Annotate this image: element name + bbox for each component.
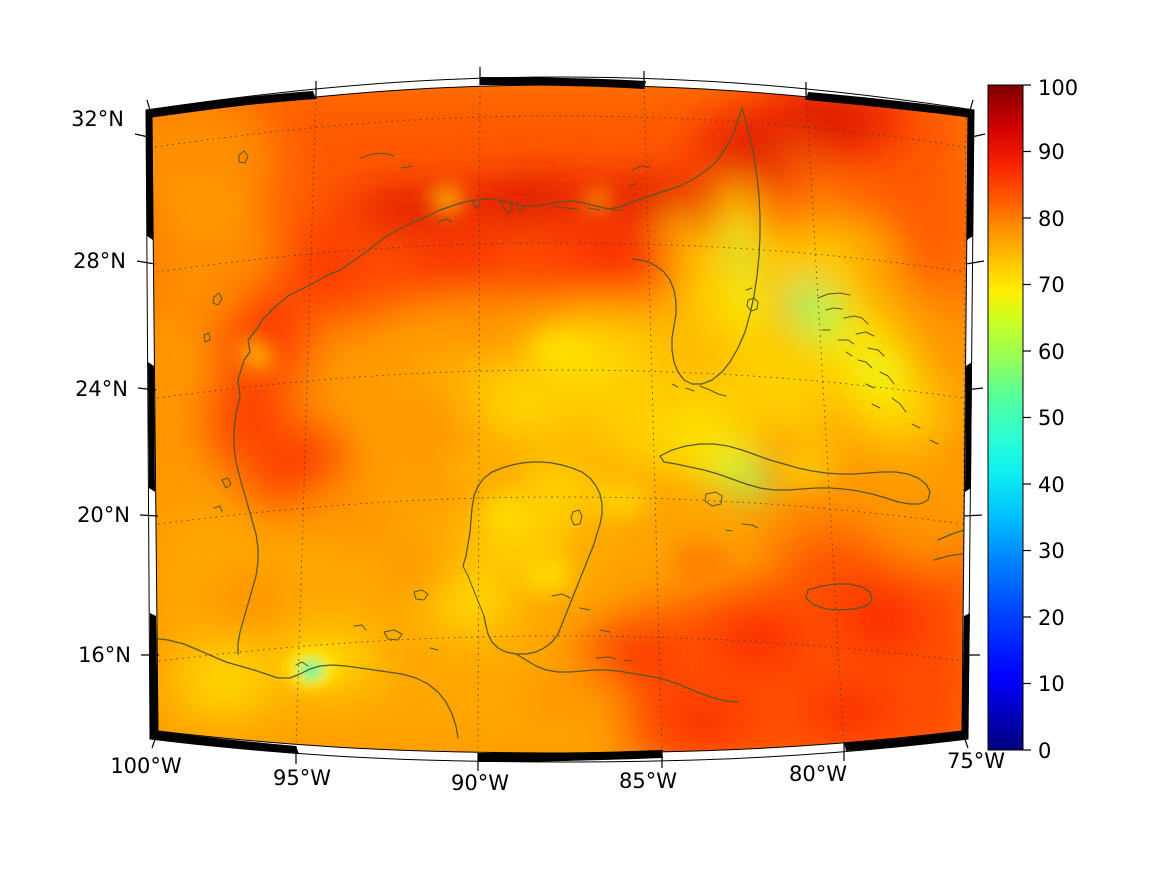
y-tick-label: 16°N	[78, 643, 131, 667]
colorbar-tick-label: 60	[1038, 340, 1065, 364]
colorbar-tick-label: 100	[1038, 76, 1078, 100]
colorbar-tick-label: 90	[1038, 140, 1065, 164]
colorbar[interactable]: 0 10 20 30 40 50 60 70 80 90 100	[987, 76, 1078, 763]
colorbar-tick-label: 40	[1038, 473, 1065, 497]
colorbar-tick-label: 30	[1038, 539, 1065, 563]
heatmap-field	[152, 85, 968, 753]
x-tick-label: 75°W	[947, 749, 1005, 773]
x-tick-label: 100°W	[110, 754, 182, 778]
y-tick-label: 28°N	[73, 249, 126, 273]
x-tick-label: 95°W	[273, 766, 331, 790]
colorbar-tick-label: 70	[1038, 273, 1065, 297]
colorbar-tick-label: 50	[1038, 406, 1065, 430]
x-tick-label: 80°W	[789, 762, 847, 786]
y-axis-tick-labels: 32°N 28°N 24°N 20°N 16°N	[71, 107, 131, 667]
y-tick-label: 20°N	[77, 503, 130, 527]
colorbar-tick-label: 0	[1038, 739, 1051, 763]
x-tick-marks	[146, 67, 974, 771]
y-tick-marks	[134, 133, 986, 656]
x-axis-tick-labels: 100°W 95°W 90°W 85°W 80°W 75°W	[110, 749, 1005, 795]
map-frame	[134, 67, 986, 771]
x-tick-label: 85°W	[619, 769, 677, 793]
colorbar-tick-label: 20	[1038, 606, 1065, 630]
y-tick-label: 24°N	[75, 377, 128, 401]
colorbar-tick-marks	[1023, 84, 1031, 751]
field-minimum-spot	[285, 648, 337, 688]
colorbar-gradient[interactable]	[987, 84, 1024, 751]
y-tick-label: 32°N	[71, 107, 124, 131]
x-tick-label: 90°W	[451, 771, 509, 795]
colorbar-tick-label: 10	[1038, 672, 1065, 696]
coastlines	[152, 107, 965, 739]
colorbar-tick-label: 80	[1038, 207, 1065, 231]
